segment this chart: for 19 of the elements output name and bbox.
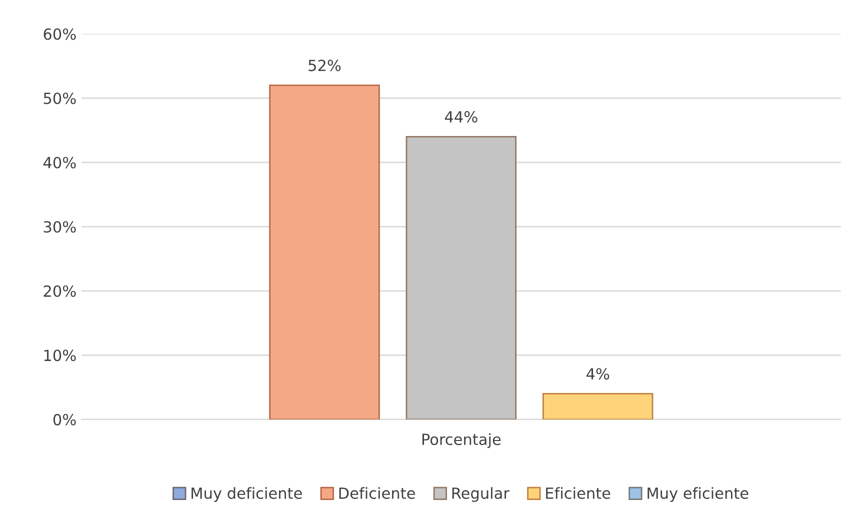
legend-label: Deficiente [339, 487, 415, 499]
bar [406, 136, 517, 420]
y-tick-label: 0% [53, 414, 76, 426]
y-tick-label: 20% [44, 285, 76, 297]
bar [269, 84, 380, 420]
y-tick-label: 50% [44, 92, 76, 104]
y-tick-label: 40% [43, 156, 76, 168]
bar [542, 393, 654, 420]
data-label: 52% [308, 60, 341, 72]
y-tick-label: 10% [44, 350, 76, 362]
y-tick-label: 30% [44, 221, 76, 233]
legend-label: Eficiente [546, 487, 610, 499]
x-tick-label: Porcentaje [422, 433, 501, 448]
legend-label: Muy deficiente [192, 487, 302, 502]
y-tick-label: 60% [44, 28, 76, 40]
data-label: 44% [444, 111, 478, 123]
data-label: 4% [586, 368, 610, 380]
legend-label: Regular [452, 487, 510, 502]
legend-label: Muy eficiente [648, 487, 748, 502]
